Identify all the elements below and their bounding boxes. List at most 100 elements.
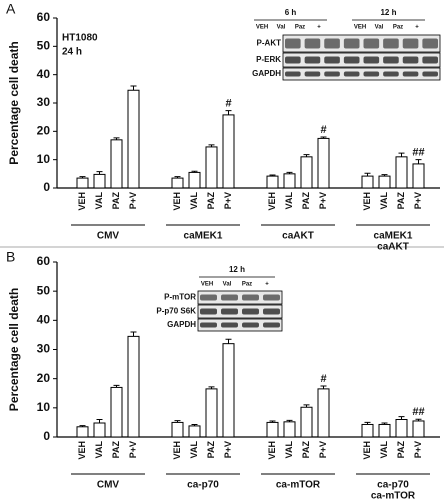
bar [93, 422, 106, 438]
x-tick-label: P+V [413, 192, 423, 209]
blot-band [324, 38, 340, 49]
group-label: caMEK1 [184, 231, 223, 242]
error-bar [269, 420, 276, 423]
x-tick-label: VEH [172, 441, 182, 460]
x-tick-label: VAL [284, 192, 294, 210]
bar [171, 177, 184, 189]
error-bar [96, 171, 103, 175]
x-tick-label: VAL [189, 192, 199, 210]
blot-band [422, 56, 438, 64]
bar [412, 420, 425, 438]
blot-band [324, 71, 340, 77]
x-tick-label: P+V [413, 441, 423, 458]
bar [205, 388, 218, 438]
error-bar [191, 423, 198, 426]
panel-label: A [6, 1, 16, 17]
x-tick-label: VAL [379, 192, 389, 210]
bar [317, 388, 330, 438]
bar [76, 177, 89, 189]
blot-band [200, 308, 217, 315]
x-tick-label: P+V [223, 192, 233, 209]
error-bar [381, 422, 388, 425]
error-bar [320, 385, 327, 389]
x-tick-label: VAL [94, 441, 104, 459]
blot-band [343, 71, 360, 77]
blot-box [197, 304, 283, 319]
blot-box [282, 67, 441, 81]
bar [266, 175, 279, 189]
bar [127, 89, 140, 189]
x-tick-label: VEH [172, 192, 182, 211]
lane-label: + [265, 282, 269, 288]
x-tick-label: PAZ [396, 192, 406, 210]
lane-label: VEH [256, 25, 268, 31]
error-bar [225, 110, 232, 115]
error-bar [96, 419, 103, 423]
error-bar [79, 425, 86, 427]
y-tick-label: 30 [37, 95, 51, 109]
y-tick-label: 20 [37, 371, 51, 385]
bar [412, 163, 425, 189]
bar [378, 423, 391, 438]
group-label: CMV [97, 480, 120, 491]
bar [300, 156, 313, 189]
bar [300, 406, 313, 438]
blot-band [343, 56, 360, 64]
blot-band [304, 38, 321, 49]
y-tick-label: 40 [37, 67, 51, 81]
blot-band [422, 38, 438, 49]
time-label: 6 h [285, 8, 297, 17]
group-label: caMEK1 [374, 231, 413, 242]
blot-band [285, 38, 301, 49]
group-label: caAKT [282, 231, 314, 242]
x-tick-label: VEH [362, 441, 372, 460]
significance-mark: # [320, 124, 326, 136]
significance-mark: # [225, 98, 231, 110]
blot-band [304, 71, 321, 77]
x-tick-label: P+V [128, 192, 138, 209]
error-bar [174, 420, 181, 423]
bar [283, 173, 296, 189]
error-bar [269, 174, 276, 177]
error-bar [113, 137, 120, 140]
bar [361, 175, 374, 189]
blot-band [263, 308, 280, 315]
y-tick-label: 60 [37, 10, 51, 24]
x-tick-label: PAZ [111, 192, 121, 210]
error-bar [174, 176, 181, 179]
x-tick-label: VAL [379, 441, 389, 459]
blot-band [383, 71, 399, 77]
significance-mark: ## [412, 406, 424, 418]
blot-band [402, 56, 419, 64]
x-tick-label: VEH [362, 192, 372, 211]
blot-band [402, 71, 419, 77]
x-tick-label: PAZ [111, 441, 121, 459]
x-tick-label: PAZ [301, 192, 311, 210]
blot-row-label: GAPDH [167, 320, 196, 329]
bar [127, 335, 140, 438]
blot-band [242, 308, 259, 315]
error-bar [130, 331, 137, 337]
y-tick-label: 50 [37, 39, 51, 53]
lane-label: + [317, 25, 321, 31]
x-tick-label: VAL [94, 192, 104, 210]
note: HT1080 [62, 33, 98, 44]
bar [361, 423, 374, 438]
blot-row-label: P-ERK [256, 55, 281, 64]
blot-band [402, 38, 419, 49]
time-label: 12 h [380, 8, 396, 17]
error-bar [79, 176, 86, 179]
x-tick-label: VAL [189, 441, 199, 459]
bar [205, 146, 218, 189]
blot-band [304, 56, 321, 64]
y-axis-label: Percentage cell death [7, 288, 21, 411]
error-bar [381, 174, 388, 177]
error-bar [286, 171, 293, 174]
bar [395, 156, 408, 189]
lane-label: Val [223, 282, 232, 288]
error-bar [303, 154, 310, 157]
blot-row-label: P-p70 S6K [156, 307, 196, 316]
group-label: ca-mTOR [371, 491, 416, 500]
